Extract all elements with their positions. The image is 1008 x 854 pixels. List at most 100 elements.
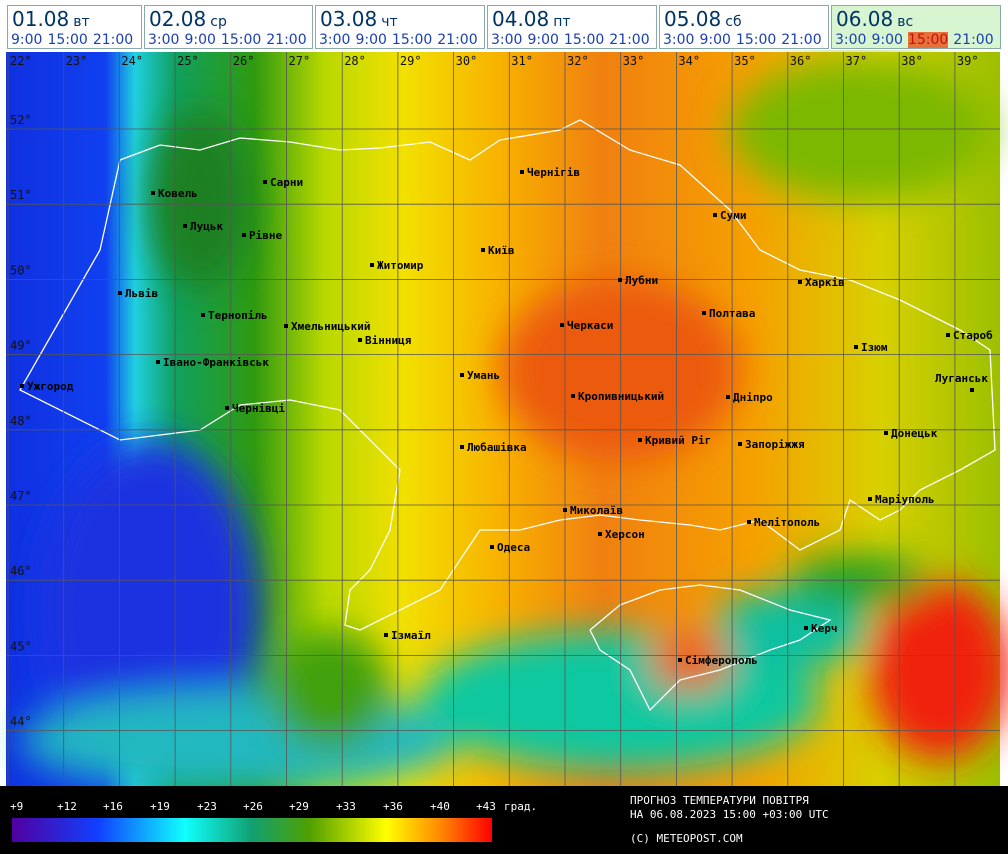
time-links: 3:00 9:00 15:00 21:00 [319, 32, 483, 48]
city-label: Кропивницький [578, 390, 664, 403]
city-dot [481, 248, 485, 252]
city-dot [563, 508, 567, 512]
scale-unit: град. [504, 800, 537, 813]
city-label: Луцьк [190, 220, 223, 233]
city-dot [884, 431, 888, 435]
city-label: Харків [805, 276, 845, 289]
scale-value: +16 [103, 800, 123, 813]
city-label: Умань [467, 369, 500, 382]
city-label: Херсон [605, 528, 645, 541]
scale-value: +19 [150, 800, 170, 813]
lon-label: 22° [10, 54, 32, 68]
city-label: Суми [720, 209, 747, 222]
legend: +9 +12 +16 +19 +23 +26 +29 +33 +36 +40 +43 град. ПРО… [10, 794, 829, 845]
city-label: Полтава [709, 307, 755, 320]
lat-label: 46° [10, 564, 32, 578]
city-label: Львів [125, 287, 158, 300]
city-dot [151, 191, 155, 195]
scale-value: +12 [57, 800, 77, 813]
time-link[interactable]: 21:00 [437, 32, 478, 48]
lat-label: 48° [10, 414, 32, 428]
city-dot [854, 345, 858, 349]
lon-label: 33° [623, 54, 645, 68]
time-link[interactable]: 9:00 [11, 32, 43, 48]
time-link[interactable]: 3:00 [319, 32, 351, 48]
time-link[interactable]: 21:00 [953, 32, 994, 48]
time-link[interactable]: 15:00 [220, 32, 262, 48]
city-label: Тернопіль [208, 309, 268, 322]
city-label: Сімферополь [685, 654, 758, 667]
date-text: 04.08 [492, 7, 550, 31]
city-label: Дніпро [733, 391, 773, 404]
lon-label: 24° [121, 54, 143, 68]
city-label: Миколаїв [570, 504, 623, 517]
city-dot [571, 394, 575, 398]
tab-date: 02.08 ср [149, 7, 227, 31]
city-dot [798, 280, 802, 284]
time-link[interactable]: 21:00 [266, 32, 307, 48]
time-link[interactable]: 21:00 [609, 32, 650, 48]
day-tab[interactable]: 05.08 сб 3:00 9:00 15:00 21:00 [659, 5, 829, 49]
weekday: чт [381, 14, 398, 30]
city-dot [384, 633, 388, 637]
city-dot [747, 520, 751, 524]
lon-label: 23° [66, 54, 88, 68]
day-tab[interactable]: 02.08 ср 3:00 9:00 15:00 21:00 [144, 5, 313, 49]
city-dot [20, 384, 24, 388]
time-link[interactable]: 9:00 [871, 32, 903, 48]
time-link[interactable]: 3:00 [835, 32, 867, 48]
date-text: 06.08 [836, 7, 894, 31]
time-link[interactable]: 15:00 [907, 32, 949, 48]
scale-value: +9 [10, 800, 23, 813]
city-dot [638, 438, 642, 442]
city-dot [702, 311, 706, 315]
city-dot [804, 626, 808, 630]
city-dot [560, 323, 564, 327]
time-link[interactable]: 15:00 [735, 32, 777, 48]
day-tab[interactable]: 06.08 вс 3:00 9:00 15:00 21:00 [831, 5, 1001, 49]
time-link[interactable]: 21:00 [92, 32, 134, 48]
city-dot [598, 532, 602, 536]
time-links: 3:00 9:00 15:00 21:00 [835, 32, 999, 48]
day-tab[interactable]: 04.08 пт 3:00 9:00 15:00 21:00 [487, 5, 657, 49]
city-label: Вінниця [365, 334, 411, 347]
weekday: пт [553, 14, 571, 30]
city-dot [460, 445, 464, 449]
time-link[interactable]: 9:00 [355, 32, 387, 48]
tab-date: 04.08 пт [492, 7, 571, 31]
tab-date: 06.08 вс [836, 7, 913, 31]
city-label: Луганськ [935, 372, 988, 385]
city-label: Лубни [625, 274, 658, 287]
time-links: 9:00 15:00 21:00 [11, 32, 138, 48]
time-link[interactable]: 15:00 [47, 32, 88, 48]
day-tab[interactable]: 03.08 чт 3:00 9:00 15:00 21:00 [315, 5, 485, 49]
time-link[interactable]: 3:00 [491, 32, 523, 48]
city-dot [868, 497, 872, 501]
weekday: вс [897, 14, 914, 30]
city-dot [263, 180, 267, 184]
lon-label: 38° [901, 54, 923, 68]
time-link[interactable]: 21:00 [781, 32, 822, 48]
lon-label: 34° [678, 54, 700, 68]
time-link[interactable]: 9:00 [699, 32, 731, 48]
lat-label: 44° [10, 715, 32, 729]
city-label: Донецьк [891, 427, 938, 440]
time-link[interactable]: 3:00 [148, 32, 180, 48]
time-link[interactable]: 15:00 [391, 32, 433, 48]
city-dot [284, 324, 288, 328]
day-tab[interactable]: 01.08 вт 9:00 15:00 21:00 [7, 5, 142, 49]
lon-label: 37° [846, 54, 868, 68]
time-link[interactable]: 9:00 [184, 32, 216, 48]
lon-label: 25° [177, 54, 199, 68]
time-link[interactable]: 3:00 [663, 32, 695, 48]
city-dot [358, 338, 362, 342]
time-link[interactable]: 15:00 [563, 32, 605, 48]
time-link[interactable]: 9:00 [527, 32, 559, 48]
city-dot [118, 291, 122, 295]
lon-label: 30° [456, 54, 478, 68]
lon-label: 29° [400, 54, 422, 68]
city-dot [738, 442, 742, 446]
city-dot [460, 373, 464, 377]
scale-value: +26 [243, 800, 263, 813]
